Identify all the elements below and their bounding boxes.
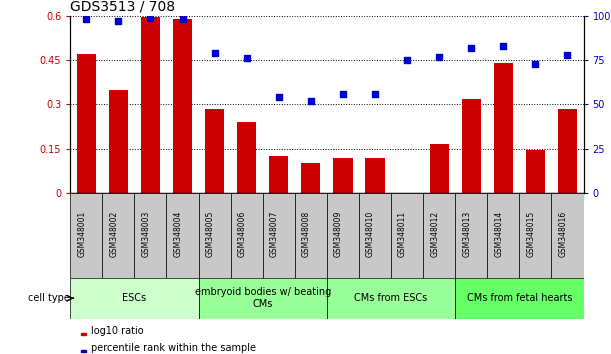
- Point: [81, 17, 91, 22]
- Text: GSM348011: GSM348011: [398, 211, 407, 257]
- Text: GSM348005: GSM348005: [206, 211, 214, 257]
- Bar: [77, 54, 96, 193]
- Text: GSM348006: GSM348006: [238, 211, 247, 257]
- Bar: [81, 333, 86, 335]
- Text: GSM348003: GSM348003: [142, 211, 150, 257]
- Point: [306, 98, 316, 104]
- Bar: [455, 278, 584, 319]
- Bar: [70, 193, 103, 278]
- Bar: [199, 193, 231, 278]
- Text: GSM348001: GSM348001: [78, 211, 86, 257]
- Text: percentile rank within the sample: percentile rank within the sample: [91, 343, 256, 353]
- Bar: [365, 158, 385, 193]
- Text: cell type: cell type: [28, 293, 70, 303]
- Text: CMs from fetal hearts: CMs from fetal hearts: [467, 293, 572, 303]
- Text: GSM348016: GSM348016: [558, 211, 568, 257]
- Text: GSM348007: GSM348007: [270, 211, 279, 257]
- Point: [370, 91, 380, 97]
- Text: log10 ratio: log10 ratio: [91, 326, 144, 336]
- Bar: [359, 193, 391, 278]
- Bar: [81, 350, 86, 352]
- Bar: [327, 193, 359, 278]
- Bar: [430, 144, 448, 193]
- Text: embryoid bodies w/ beating
CMs: embryoid bodies w/ beating CMs: [195, 287, 331, 309]
- Point: [466, 45, 476, 51]
- Bar: [519, 193, 552, 278]
- Bar: [166, 193, 199, 278]
- Point: [338, 91, 348, 97]
- Bar: [552, 193, 584, 278]
- Bar: [141, 17, 160, 193]
- Bar: [263, 193, 295, 278]
- Bar: [237, 122, 257, 193]
- Point: [114, 18, 123, 24]
- Point: [242, 56, 252, 61]
- Text: GSM348008: GSM348008: [302, 211, 311, 257]
- Point: [499, 43, 508, 49]
- Text: ESCs: ESCs: [122, 293, 147, 303]
- Bar: [103, 193, 134, 278]
- Point: [210, 50, 219, 56]
- Text: GDS3513 / 708: GDS3513 / 708: [70, 0, 175, 13]
- Point: [434, 54, 444, 59]
- Bar: [295, 193, 327, 278]
- Point: [274, 95, 284, 100]
- Bar: [70, 278, 199, 319]
- Bar: [231, 193, 263, 278]
- Text: GSM348012: GSM348012: [430, 211, 439, 257]
- Text: GSM348013: GSM348013: [463, 211, 471, 257]
- Point: [530, 61, 540, 67]
- Text: GSM348002: GSM348002: [109, 211, 119, 257]
- Text: GSM348010: GSM348010: [366, 211, 375, 257]
- Bar: [269, 156, 288, 193]
- Bar: [488, 193, 519, 278]
- Point: [563, 52, 573, 58]
- Text: GSM348004: GSM348004: [174, 211, 183, 257]
- Text: GSM348014: GSM348014: [494, 211, 503, 257]
- Bar: [558, 109, 577, 193]
- Bar: [334, 158, 353, 193]
- Point: [402, 57, 412, 63]
- Bar: [494, 63, 513, 193]
- Bar: [301, 164, 320, 193]
- Point: [145, 15, 155, 21]
- Text: CMs from ESCs: CMs from ESCs: [354, 293, 428, 303]
- Bar: [462, 98, 481, 193]
- Bar: [455, 193, 488, 278]
- Bar: [205, 109, 224, 193]
- Bar: [134, 193, 166, 278]
- Bar: [173, 19, 192, 193]
- Bar: [525, 150, 545, 193]
- Text: GSM348009: GSM348009: [334, 211, 343, 257]
- Bar: [109, 90, 128, 193]
- Bar: [199, 278, 327, 319]
- Text: GSM348015: GSM348015: [527, 211, 535, 257]
- Bar: [391, 193, 423, 278]
- Point: [178, 17, 188, 22]
- Bar: [327, 278, 455, 319]
- Bar: [423, 193, 455, 278]
